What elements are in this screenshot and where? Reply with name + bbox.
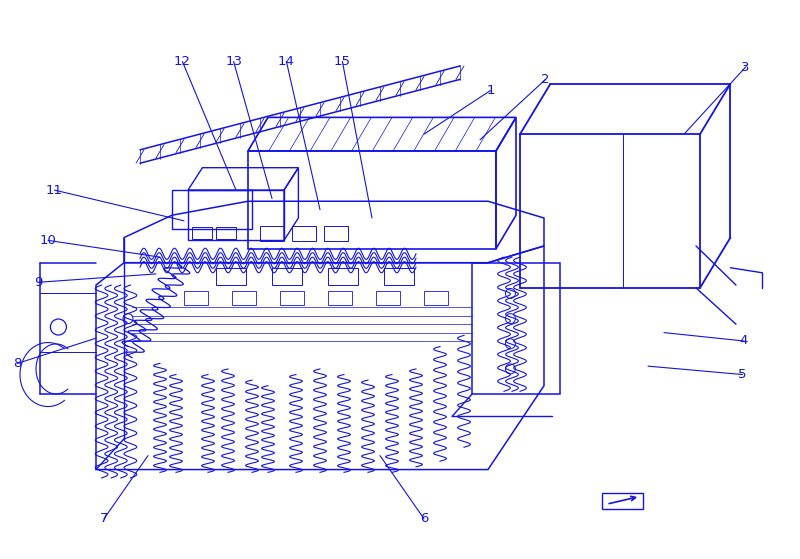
Text: 15: 15	[334, 55, 351, 68]
Bar	[260, 226, 284, 241]
Text: 3: 3	[742, 60, 750, 74]
Bar	[324, 226, 348, 241]
Text: 2: 2	[542, 73, 550, 86]
Bar	[424, 291, 448, 305]
Bar	[384, 268, 414, 285]
Bar	[216, 268, 246, 285]
Bar	[602, 493, 643, 509]
Bar	[376, 291, 400, 305]
Text: 9: 9	[34, 276, 42, 289]
Bar	[328, 268, 358, 285]
Bar	[280, 291, 304, 305]
Bar	[272, 268, 302, 285]
Bar	[292, 226, 316, 241]
Text: 11: 11	[46, 183, 63, 197]
Text: 8: 8	[14, 357, 22, 370]
Text: 14: 14	[278, 55, 295, 68]
Text: 7: 7	[100, 512, 108, 525]
Bar	[216, 227, 236, 239]
Text: 13: 13	[225, 55, 242, 68]
Bar	[192, 227, 212, 239]
Text: 5: 5	[738, 368, 746, 381]
Text: 6: 6	[420, 512, 428, 525]
Bar	[184, 291, 208, 305]
Bar	[232, 291, 256, 305]
Bar	[328, 291, 352, 305]
Text: 4: 4	[740, 334, 748, 348]
Text: 1: 1	[486, 84, 494, 97]
Text: 10: 10	[39, 234, 57, 247]
Text: 12: 12	[174, 55, 191, 68]
